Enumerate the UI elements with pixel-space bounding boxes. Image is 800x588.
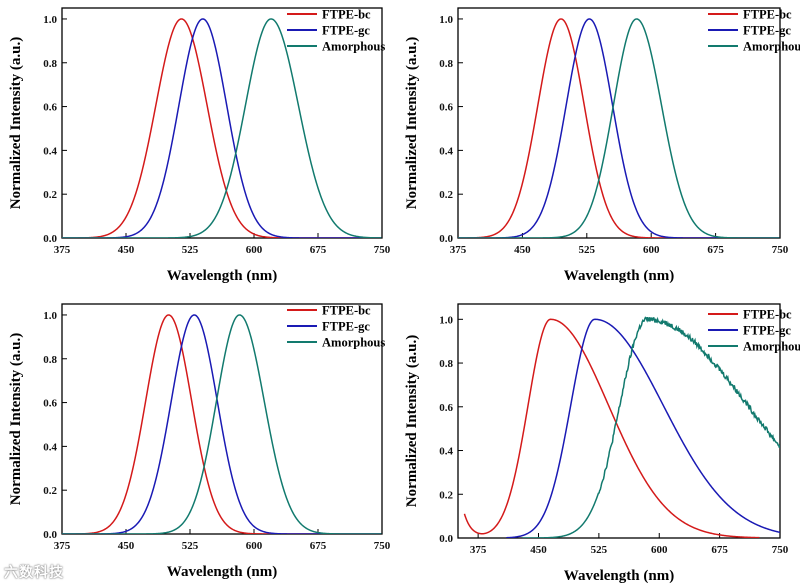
y-tick-label: 0.6 [439, 402, 453, 414]
series-line-ftpe-bc [458, 18, 780, 238]
x-tick-label: 525 [591, 544, 608, 556]
legend-label: Amorphous [322, 40, 385, 54]
x-axis-title: Wavelength (nm) [564, 568, 674, 584]
x-tick-label: 675 [310, 540, 327, 552]
x-tick-label: 450 [118, 244, 135, 256]
x-tick-label: 750 [772, 244, 789, 256]
series-line-ftpe-gc [506, 318, 780, 538]
x-tick-label: 750 [772, 544, 789, 556]
y-tick-label: 0.0 [43, 233, 57, 245]
legend-label: FTPE-bc [743, 308, 792, 322]
x-tick-label: 600 [246, 540, 263, 552]
y-tick-label: 1.0 [439, 314, 453, 326]
x-tick-label: 450 [530, 544, 547, 556]
x-axis-title: Wavelength (nm) [167, 268, 277, 284]
y-axis-title: Normalized Intensity (a.u.) [8, 333, 24, 506]
x-tick-label: 600 [246, 244, 263, 256]
x-tick-label: 450 [118, 540, 135, 552]
legend-label: FTPE-gc [322, 24, 370, 38]
series-line-ftpe-bc [62, 18, 382, 238]
x-tick-label: 675 [707, 244, 724, 256]
x-axis-title: Wavelength (nm) [167, 564, 277, 580]
watermark-text: 六数科技 [4, 565, 64, 581]
x-tick-label: 375 [54, 540, 71, 552]
x-tick-label: 525 [182, 244, 199, 256]
legend-label: FTPE-bc [743, 8, 792, 22]
y-tick-label: 1.0 [43, 310, 57, 322]
x-axis-title: Wavelength (nm) [564, 268, 674, 284]
series-line-ftpe-bc [62, 314, 382, 534]
legend-label: Amorphous [322, 336, 385, 350]
y-tick-label: 0.6 [439, 102, 453, 114]
x-tick-label: 750 [374, 244, 391, 256]
y-tick-label: 0.6 [43, 102, 57, 114]
y-tick-label: 0.2 [43, 485, 57, 497]
y-tick-label: 0.4 [43, 441, 57, 453]
series-line-amorphous [522, 316, 780, 538]
legend-label: FTPE-gc [743, 24, 791, 38]
y-tick-label: 0.0 [439, 233, 453, 245]
legend-label: FTPE-gc [743, 324, 791, 338]
legend-label: Amorphous [743, 340, 800, 354]
y-tick-label: 0.2 [439, 489, 453, 501]
plot-frame [61, 303, 383, 535]
chart-panel-2: 375 450 525 600 675 750 0.0 0.2 0.4 0.6 0.8 1.0 Wave… [404, 7, 800, 284]
y-tick-label: 0.0 [439, 533, 453, 545]
x-tick-label: 675 [310, 244, 327, 256]
series-line-amorphous [458, 18, 780, 238]
plot-frame [457, 303, 781, 539]
x-tick-label: 675 [711, 544, 728, 556]
chart-panel-3: 375 450 525 600 675 750 0.0 0.2 0.4 0.6 0.8 1.0 Wave… [8, 303, 391, 580]
plot-frame [61, 7, 383, 239]
y-tick-label: 1.0 [439, 14, 453, 26]
y-axis-title: Normalized Intensity (a.u.) [8, 37, 24, 210]
y-tick-label: 0.8 [43, 58, 57, 70]
x-tick-label: 525 [579, 244, 596, 256]
y-tick-label: 0.2 [439, 189, 453, 201]
x-tick-label: 525 [182, 540, 199, 552]
series-line-amorphous [62, 314, 382, 534]
y-tick-label: 0.8 [439, 58, 453, 70]
y-tick-label: 0.2 [43, 189, 57, 201]
y-tick-label: 1.0 [43, 14, 57, 26]
y-axis-title: Normalized Intensity (a.u.) [404, 335, 420, 508]
y-tick-label: 0.8 [439, 358, 453, 370]
x-tick-label: 450 [514, 244, 531, 256]
x-tick-label: 375 [54, 244, 71, 256]
x-tick-label: 600 [643, 244, 660, 256]
x-tick-label: 750 [374, 540, 391, 552]
y-tick-label: 0.4 [439, 446, 453, 458]
chart-panel-4: 375 450 525 600 675 750 0.0 0.2 0.4 0.6 0.8 1.0 Wave… [404, 303, 800, 584]
y-tick-label: 0.6 [43, 398, 57, 410]
chart-panel-1: 375 450 525 600 675 750 0.0 0.2 0.4 0.6 0.8 1.0 Wave… [8, 7, 391, 284]
legend-label: FTPE-gc [322, 320, 370, 334]
x-tick-label: 600 [651, 544, 668, 556]
legend-label: FTPE-bc [322, 8, 371, 22]
x-tick-label: 375 [450, 244, 467, 256]
series-line-amorphous [62, 18, 382, 238]
series-line-ftpe-gc [458, 18, 780, 238]
y-tick-label: 0.4 [43, 145, 57, 157]
series-line-ftpe-bc [463, 318, 760, 538]
x-tick-label: 375 [470, 544, 487, 556]
y-tick-label: 0.0 [43, 529, 57, 541]
legend-label: Amorphous [743, 40, 800, 54]
y-tick-label: 0.4 [439, 145, 453, 157]
legend-label: FTPE-bc [322, 304, 371, 318]
y-axis-title: Normalized Intensity (a.u.) [404, 37, 420, 210]
y-tick-label: 0.8 [43, 354, 57, 366]
plot-frame [457, 7, 781, 239]
